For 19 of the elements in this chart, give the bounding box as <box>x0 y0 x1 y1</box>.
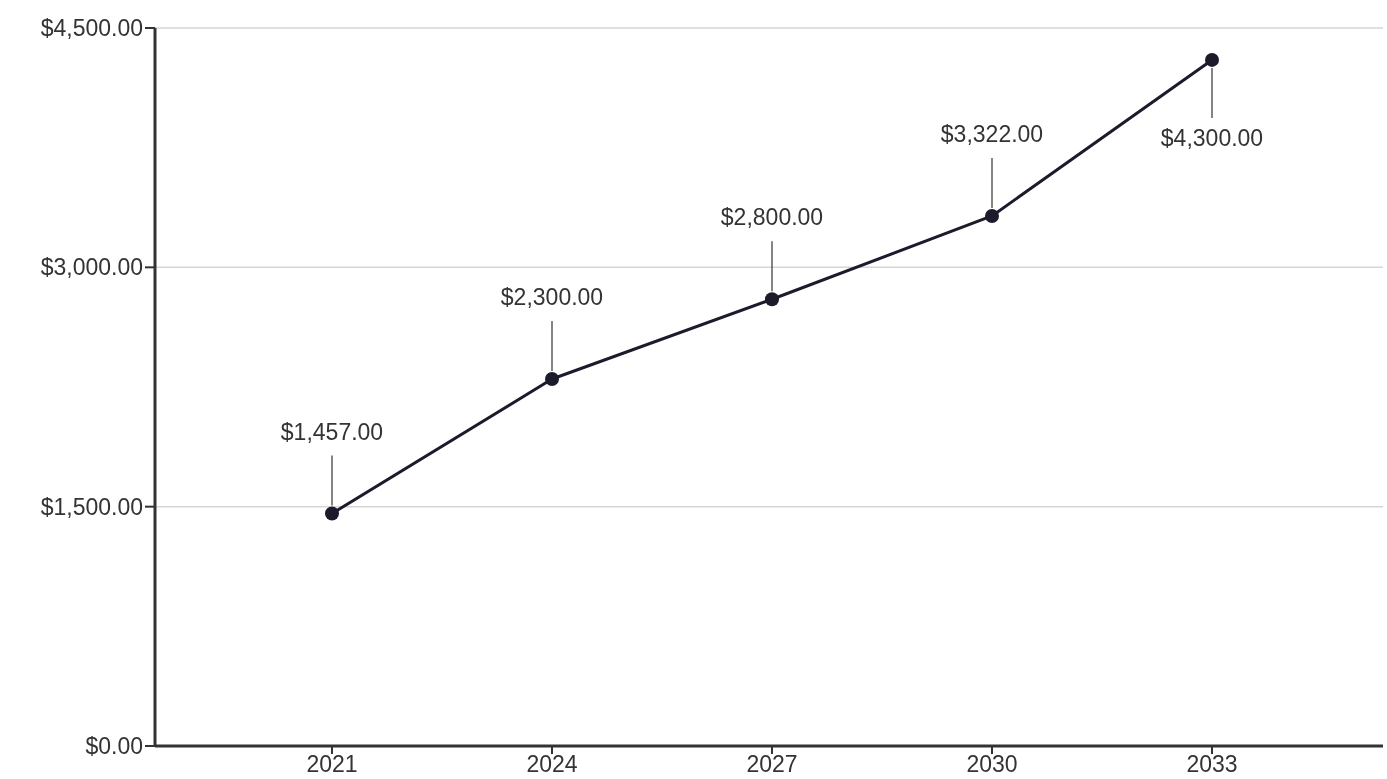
data-label: $1,457.00 <box>280 418 384 445</box>
x-tick-label: 2033 <box>1186 751 1238 778</box>
data-label: $4,300.00 <box>1160 124 1264 151</box>
y-tick-label: $3,000.00 <box>40 254 143 281</box>
point <box>985 208 999 223</box>
x-tick-label: 2027 <box>746 751 798 778</box>
data-label: $3,322.00 <box>940 121 1044 148</box>
point <box>545 372 559 387</box>
x-tick-label: 2030 <box>966 751 1018 778</box>
x-tick-label: 2024 <box>526 751 578 778</box>
point <box>325 506 339 521</box>
y-tick-label: $1,500.00 <box>40 493 143 520</box>
point <box>765 292 779 307</box>
data-label: $2,300.00 <box>500 284 604 311</box>
y-tick-label: $4,500.00 <box>40 15 143 42</box>
data-label: $2,800.00 <box>720 204 824 231</box>
x-tick-label: 2021 <box>306 751 358 778</box>
point <box>1205 52 1219 67</box>
y-tick-label: $0.00 <box>85 733 143 760</box>
